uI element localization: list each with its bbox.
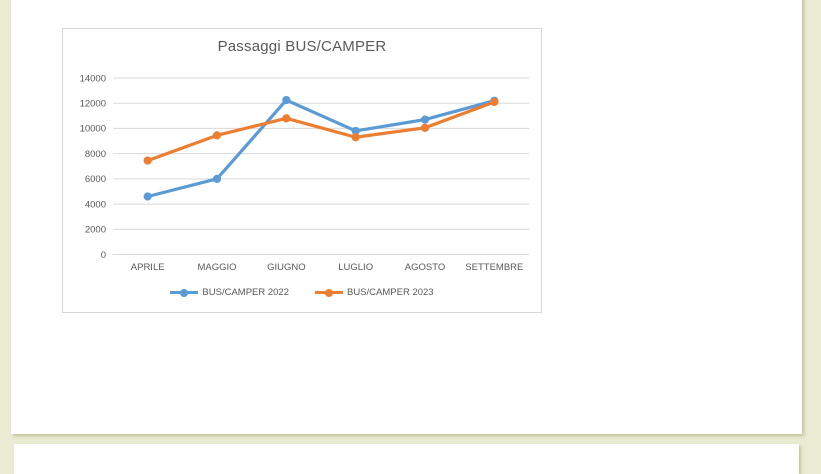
y-axis-tick-label: 4000 xyxy=(85,199,106,210)
data-point-marker[interactable] xyxy=(351,133,360,142)
legend-line-marker-icon xyxy=(170,288,199,297)
x-axis-category-label: SETTEMBRE xyxy=(465,262,523,273)
page-1[interactable]: Passaggi BUS/CAMPER 0 2000 4000 6000 8000 100… xyxy=(11,0,802,434)
data-point-marker[interactable] xyxy=(490,97,499,107)
data-point-marker[interactable] xyxy=(351,126,360,136)
legend-item[interactable]: BUS/CAMPER 2023 xyxy=(315,287,434,298)
x-axis-category-label: APRILE xyxy=(131,262,165,273)
y-axis-tick-label: 2000 xyxy=(85,225,106,236)
data-point-marker[interactable] xyxy=(212,174,222,183)
chart-plot-area[interactable]: 0 2000 4000 6000 8000 10000 12000 14000 APRILE MA… xyxy=(63,29,541,312)
y-axis-tick-label: 10000 xyxy=(80,124,106,135)
x-axis-category-label: GIUGNO xyxy=(267,262,306,273)
y-axis-tick-label: 8000 xyxy=(85,149,106,160)
series-line-0[interactable] xyxy=(146,98,496,199)
y-axis-tick-label: 14000 xyxy=(80,73,106,84)
data-point-marker[interactable] xyxy=(143,156,152,165)
legend-label: BUS/CAMPER 2023 xyxy=(347,287,434,298)
legend-line-marker-icon xyxy=(315,288,343,297)
series-line-1[interactable] xyxy=(146,100,496,163)
document-canvas: { "document": { "canvas_background": "#e… xyxy=(11,0,802,474)
x-axis-category-label: LUGLIO xyxy=(338,262,373,273)
legend-dot-icon xyxy=(180,288,189,297)
y-axis-tick-label: 0 xyxy=(101,250,106,261)
data-point-marker[interactable] xyxy=(282,95,291,105)
data-point-marker[interactable] xyxy=(282,114,291,123)
y-axis-tick-label: 12000 xyxy=(80,99,106,110)
data-point-marker[interactable] xyxy=(420,115,430,124)
y-axis-tick-label: 6000 xyxy=(85,174,106,185)
page-2[interactable] xyxy=(14,444,799,474)
data-point-marker[interactable] xyxy=(212,131,222,140)
data-point-marker[interactable] xyxy=(420,123,430,132)
legend-label: BUS/CAMPER 2022 xyxy=(202,287,289,298)
chart-legend: BUS/CAMPER 2022 BUS/CAMPER 2023 xyxy=(63,287,541,298)
legend-item[interactable]: BUS/CAMPER 2022 xyxy=(170,287,289,298)
chart-frame[interactable]: Passaggi BUS/CAMPER 0 2000 4000 6000 8000 100… xyxy=(62,28,542,313)
x-axis-category-label: MAGGIO xyxy=(197,262,236,273)
legend-dot-icon xyxy=(325,288,333,297)
x-axis-category-label: AGOSTO xyxy=(405,262,445,273)
chart-title[interactable]: Passaggi BUS/CAMPER xyxy=(217,38,387,55)
data-point-marker[interactable] xyxy=(143,192,152,201)
